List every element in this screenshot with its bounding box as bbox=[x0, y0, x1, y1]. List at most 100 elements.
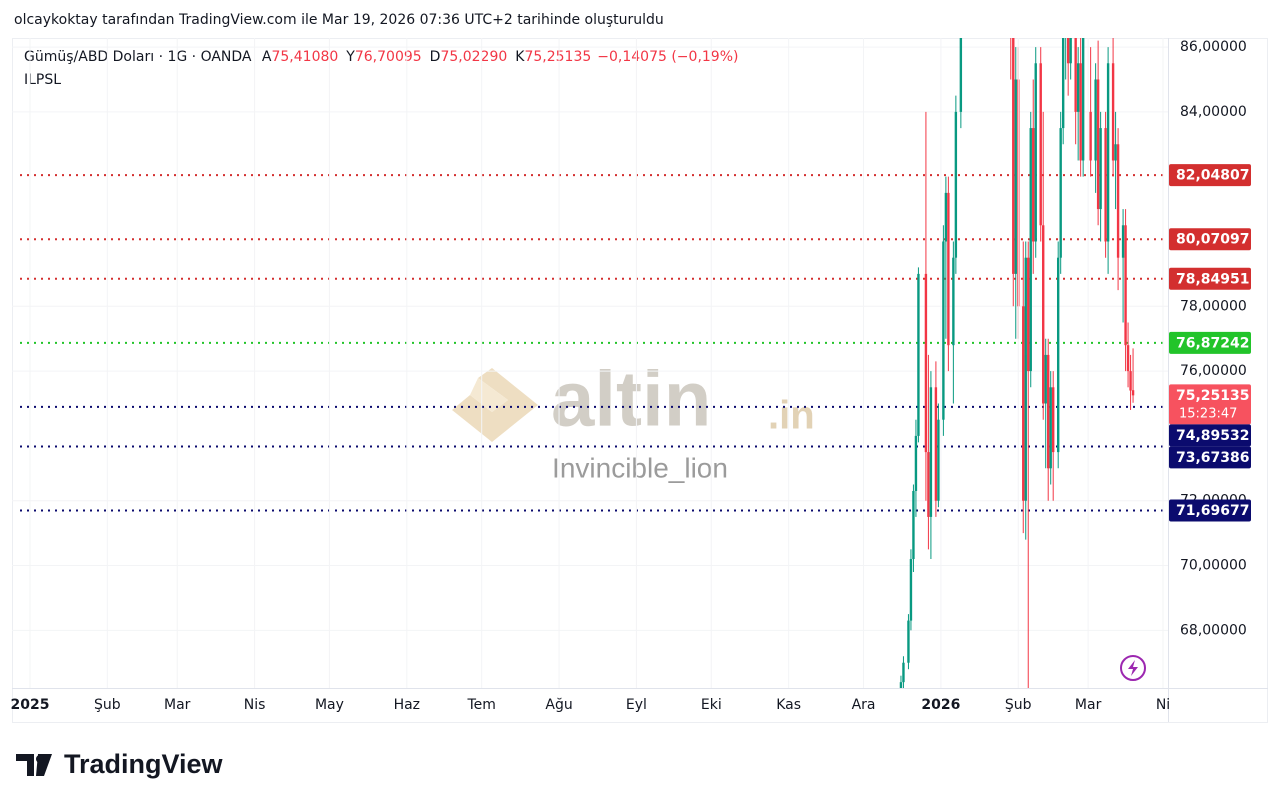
candle-body bbox=[1106, 63, 1110, 242]
candle-body bbox=[1059, 128, 1062, 258]
candle-body bbox=[1076, 63, 1080, 112]
candle-body bbox=[944, 192, 948, 242]
attribution: olcaykoktay tarafından TradingView.com i… bbox=[14, 12, 664, 28]
legend: Gümüş/ABD Doları · 1G · OANDA A75,41080 Y7… bbox=[24, 49, 738, 65]
candle-body bbox=[899, 682, 903, 688]
candle-body bbox=[1056, 257, 1060, 453]
price-box-bg bbox=[1169, 384, 1251, 425]
level-price-box: 74,89532 bbox=[1169, 424, 1251, 447]
price-box-bg bbox=[1169, 228, 1251, 251]
level-price-box: 80,07097 bbox=[1169, 228, 1251, 251]
x-tick-label: Tem bbox=[466, 697, 495, 713]
candle-body bbox=[909, 559, 913, 621]
price-box-label: 76,87242 bbox=[1176, 335, 1250, 351]
chart-frame bbox=[12, 38, 1268, 723]
candle-body bbox=[1081, 38, 1085, 161]
watermark-tld: .in bbox=[768, 394, 815, 438]
x-tick-label: 2026 bbox=[921, 697, 960, 713]
price-box-label: 82,04807 bbox=[1176, 168, 1250, 184]
x-tick-label: Ni bbox=[1156, 697, 1170, 713]
y-tick-label: 84,00000 bbox=[1180, 104, 1247, 120]
x-tick-label: Mar bbox=[164, 697, 191, 713]
lightning-button[interactable] bbox=[1120, 655, 1146, 681]
legend-symbol: Gümüş/ABD Doları · 1G · OANDA bbox=[24, 49, 252, 65]
candle-body bbox=[1024, 257, 1027, 501]
candle-body bbox=[1089, 111, 1092, 161]
price-box-label: 71,69677 bbox=[1176, 503, 1250, 519]
legend-ohlc-value: 75,02290 bbox=[440, 49, 507, 65]
candle-body bbox=[1111, 63, 1115, 161]
x-tick-label: Haz bbox=[394, 697, 420, 713]
watermark-user: Invincible_lion bbox=[552, 452, 728, 483]
candle-body bbox=[1124, 225, 1127, 346]
candle-body bbox=[1104, 128, 1107, 242]
price-box-bg bbox=[1169, 331, 1251, 354]
candle-body bbox=[1044, 354, 1047, 404]
legend-ohlc-value: 75,41080 bbox=[271, 49, 338, 65]
candle-body bbox=[907, 620, 910, 663]
x-tick-label: Şub bbox=[1005, 697, 1032, 713]
candle-body bbox=[1034, 63, 1037, 242]
level-price-box: 82,04807 bbox=[1169, 164, 1251, 187]
lightning-icon[interactable] bbox=[1128, 660, 1138, 676]
lightning-circle[interactable] bbox=[1120, 655, 1146, 681]
watermark-brand: altin bbox=[551, 355, 711, 443]
tradingview-icon-dot bbox=[36, 755, 44, 763]
y-tick-label: 86,00000 bbox=[1180, 39, 1247, 55]
candle-body bbox=[954, 111, 958, 258]
candle-body bbox=[952, 257, 955, 346]
price-box-bg bbox=[1169, 267, 1251, 290]
candle-body bbox=[959, 38, 963, 112]
candle-body bbox=[1116, 144, 1120, 258]
candle-body bbox=[1096, 79, 1100, 210]
price-box-label: 78,84951 bbox=[1176, 271, 1250, 287]
candle-body bbox=[1121, 225, 1125, 258]
candle-body bbox=[1066, 38, 1070, 64]
candle-body bbox=[1051, 387, 1055, 453]
x-tick-label: Eyl bbox=[626, 697, 647, 713]
price-box-bg bbox=[1169, 164, 1251, 187]
plot-area bbox=[12, 38, 1168, 688]
candle-body bbox=[937, 419, 940, 501]
y-tick-label: 70,00000 bbox=[1180, 558, 1247, 574]
y-tick-label: 68,00000 bbox=[1180, 622, 1247, 638]
candle-body bbox=[1032, 128, 1035, 242]
candle-body bbox=[1079, 63, 1082, 161]
candle-body bbox=[1061, 38, 1065, 129]
candle-body bbox=[917, 273, 920, 436]
candle-body bbox=[1042, 225, 1045, 404]
x-tick-label: Ara bbox=[852, 697, 876, 713]
price-box-bg bbox=[1169, 446, 1251, 469]
candle-body bbox=[1047, 354, 1050, 469]
legend-change: −0,14075 (−0,19%) bbox=[597, 49, 738, 65]
y-tick-label: 78,00000 bbox=[1180, 298, 1247, 314]
x-tick-label: 2025 bbox=[10, 697, 49, 713]
candle-body bbox=[1039, 63, 1042, 226]
price-box-label: 80,07097 bbox=[1176, 232, 1250, 248]
candle-body bbox=[1049, 387, 1052, 469]
x-tick-label: Şub bbox=[94, 697, 121, 713]
price-box-label: 73,67386 bbox=[1176, 450, 1250, 466]
candle-body bbox=[929, 387, 933, 517]
watermark-logo bbox=[452, 368, 538, 442]
candle-body bbox=[1114, 144, 1117, 161]
level-price-box: 78,84951 bbox=[1169, 267, 1251, 290]
x-tick-label: Nis bbox=[244, 697, 266, 713]
price-box-label: 75,25135 bbox=[1176, 388, 1250, 404]
candle-body bbox=[927, 452, 930, 517]
candle-body bbox=[942, 241, 945, 420]
price-box-bg bbox=[1169, 424, 1251, 447]
candle-body bbox=[1099, 128, 1102, 210]
level-price-box: 76,87242 bbox=[1169, 331, 1251, 354]
x-tick-label: Mar bbox=[1075, 697, 1102, 713]
legend-ohlc-value: 76,70095 bbox=[355, 49, 422, 65]
candle-body bbox=[947, 192, 950, 346]
candle-body bbox=[1094, 79, 1097, 161]
x-tick-label: May bbox=[315, 697, 344, 713]
candle-body bbox=[912, 490, 915, 560]
branding: TradingView bbox=[64, 749, 224, 779]
watermark: altin .in Invincible_lion bbox=[452, 355, 815, 483]
candle-body bbox=[1069, 38, 1072, 64]
candle-body bbox=[914, 435, 918, 491]
